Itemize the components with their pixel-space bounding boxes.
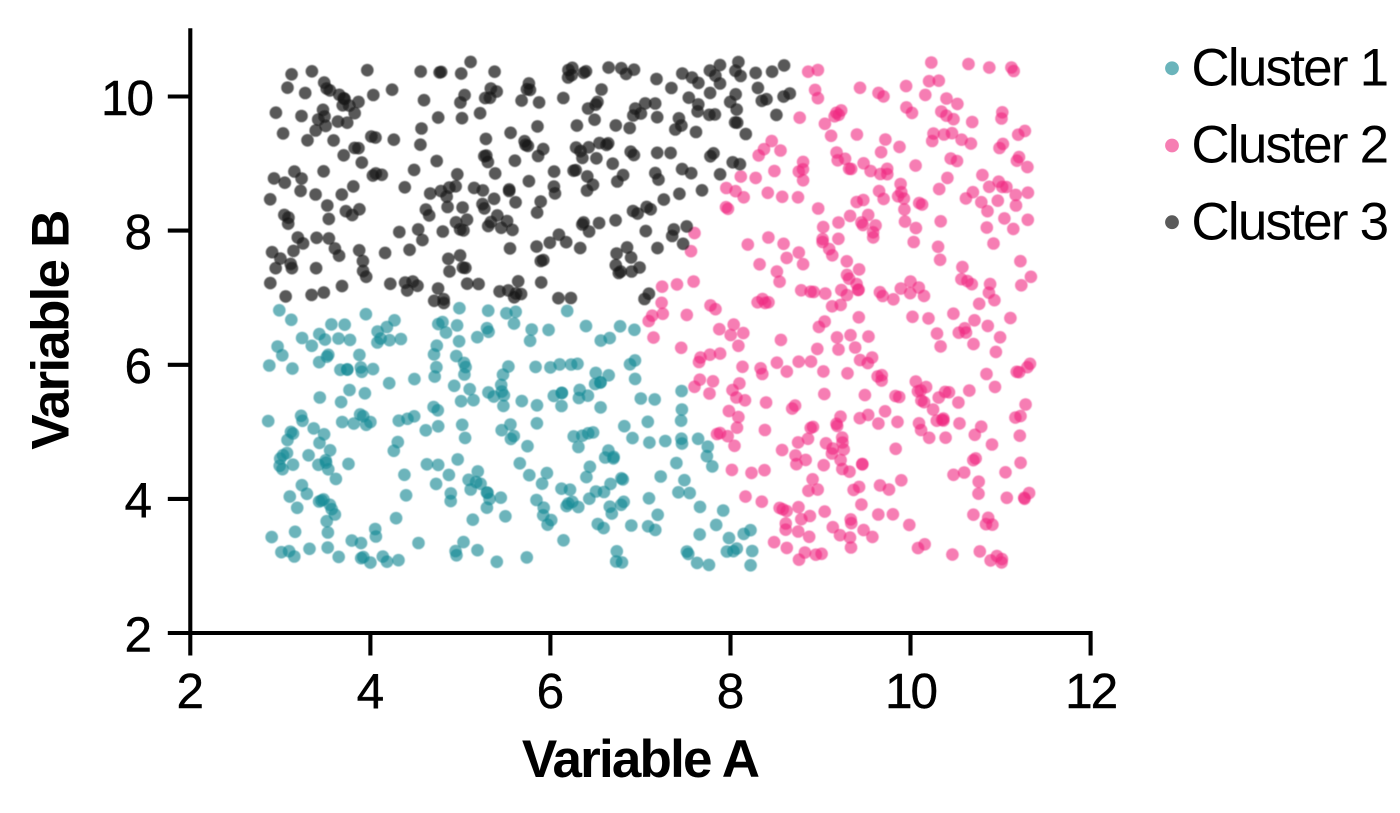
svg-text:2: 2 <box>124 607 152 662</box>
svg-text:8: 8 <box>124 205 152 260</box>
svg-text:6: 6 <box>537 664 565 719</box>
svg-text:4: 4 <box>357 664 385 719</box>
svg-text:Variable B: Variable B <box>22 211 81 449</box>
svg-text:10: 10 <box>101 71 153 126</box>
svg-text:Cluster 1: Cluster 1 <box>1191 39 1387 98</box>
svg-text:2: 2 <box>177 664 205 719</box>
svg-text:4: 4 <box>124 473 152 528</box>
svg-text:10: 10 <box>885 664 937 719</box>
svg-text:8: 8 <box>717 664 745 719</box>
svg-text:Variable A: Variable A <box>522 730 759 789</box>
svg-text:Cluster 3: Cluster 3 <box>1191 192 1387 251</box>
svg-text:6: 6 <box>124 339 152 394</box>
svg-text:12: 12 <box>1065 664 1117 719</box>
svg-text:Cluster 2: Cluster 2 <box>1191 116 1387 175</box>
